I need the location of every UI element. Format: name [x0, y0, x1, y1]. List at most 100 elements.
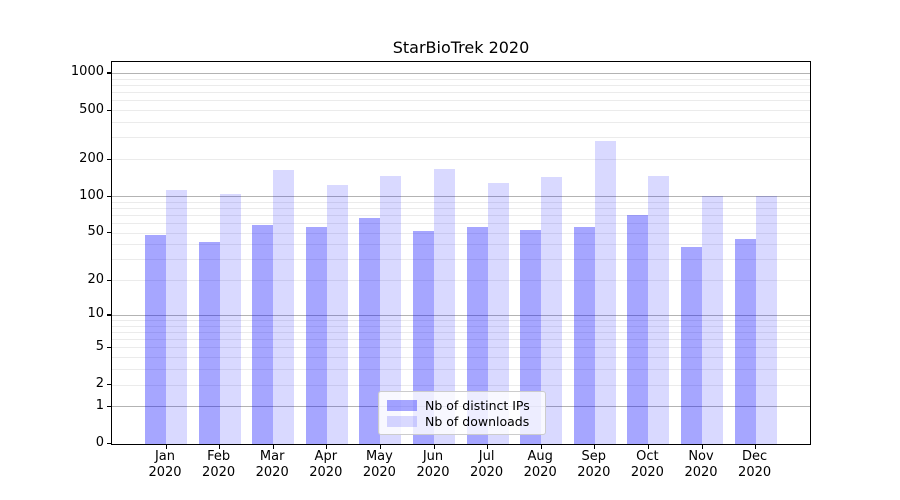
gridline-minor — [112, 339, 810, 341]
x-tick-label-jul: Jul 2020 — [447, 449, 527, 480]
x-tick-mark — [379, 444, 382, 449]
bar-nb-of-downloads-feb — [219, 194, 241, 444]
x-tick-year: 2020 — [202, 464, 236, 480]
y-tick-mark — [107, 405, 111, 407]
x-tick-label-may: May 2020 — [339, 449, 419, 480]
y-tick-label: 1000 — [70, 64, 104, 80]
y-tick-label: 0 — [95, 435, 104, 450]
y-tick-mark — [107, 443, 111, 445]
y-tick-label: 2 — [95, 376, 104, 392]
bar-nb-of-downloads-jan — [166, 189, 187, 444]
legend-item-distinct-ips: Nb of distinct IPs — [387, 397, 537, 413]
gridline-minor — [112, 320, 810, 321]
x-tick-mark — [326, 444, 328, 449]
x-tick-label-oct: Oct 2020 — [607, 449, 687, 480]
plot-area: Nb of distinct IPs Nb of downloads — [107, 61, 811, 449]
x-tick-label-sep: Sep 2020 — [554, 449, 634, 480]
y-tick-label: 20 — [87, 271, 104, 287]
x-tick-label-aug: Aug 2020 — [500, 449, 580, 480]
y-tick-mark — [107, 109, 111, 111]
x-tick-label-apr: Apr 2020 — [286, 449, 366, 480]
x-tick-mark — [219, 444, 221, 449]
gridline-minor — [112, 223, 810, 224]
x-tick-year: 2020 — [630, 464, 664, 480]
x-tick-year: 2020 — [684, 464, 718, 480]
bar-nb-of-distinct-ips-dec — [734, 239, 756, 444]
bar-nb-of-downloads-dec — [755, 196, 777, 444]
y-tick-mark — [107, 384, 111, 386]
x-tick-mark — [272, 444, 274, 449]
x-tick-mark — [540, 444, 542, 449]
bar-nb-of-distinct-ips-nov — [681, 247, 702, 444]
x-tick-mark — [755, 444, 757, 449]
y-tick-label: 200 — [79, 150, 104, 166]
y-tick-mark — [107, 279, 111, 281]
x-tick-month: Mar — [259, 449, 285, 464]
x-tick-year: 2020 — [416, 464, 450, 480]
gridline-minor — [112, 332, 810, 333]
gridline-minor — [112, 384, 810, 386]
x-tick-month: Dec — [742, 449, 768, 464]
x-tick-mark — [165, 444, 167, 449]
x-tick-label-feb: Feb 2020 — [179, 449, 259, 480]
x-tick-month: Feb — [207, 449, 231, 464]
bar-nb-of-distinct-ips-apr — [305, 226, 327, 444]
bar-nb-of-distinct-ips-feb — [198, 241, 220, 444]
x-tick-year: 2020 — [255, 464, 289, 480]
gridline-minor — [112, 137, 810, 139]
gridline-major — [112, 196, 810, 197]
bar-nb-of-distinct-ips-sep — [573, 226, 595, 444]
y-tick-mark — [107, 72, 111, 74]
x-tick-label-jun: Jun 2020 — [393, 449, 473, 480]
x-tick-mark — [647, 444, 650, 449]
bar-nb-of-downloads-mar — [273, 170, 295, 444]
x-tick-label-jan: Jan 2020 — [125, 449, 205, 480]
y-tick-mark — [107, 346, 111, 349]
y-tick-mark — [107, 232, 111, 234]
gridline-minor — [112, 369, 810, 371]
x-tick-month: Nov — [688, 449, 714, 464]
gridline-minor — [112, 122, 810, 123]
gridline-minor — [112, 244, 810, 246]
legend-swatch-distinct-ips — [387, 399, 417, 411]
x-tick-year: 2020 — [577, 464, 611, 480]
gridline-major — [112, 314, 810, 316]
bar-nb-of-distinct-ips-may — [359, 218, 381, 444]
bar-nb-of-downloads-apr — [326, 184, 348, 444]
gridline-minor — [112, 110, 810, 112]
x-tick-year: 2020 — [148, 464, 182, 480]
x-tick-year: 2020 — [738, 464, 772, 480]
legend-item-downloads: Nb of downloads — [387, 413, 537, 429]
y-tick-mark — [107, 158, 111, 160]
legend: Nb of distinct IPs Nb of downloads — [378, 391, 546, 435]
x-tick-year: 2020 — [309, 464, 343, 480]
bar-nb-of-distinct-ips-mar — [252, 224, 274, 444]
y-tick-label: 5 — [95, 338, 104, 354]
gridline-minor — [112, 201, 810, 203]
bar-nb-of-distinct-ips-oct — [627, 214, 649, 444]
y-tick-mark — [107, 195, 111, 197]
gridline-minor — [112, 78, 810, 80]
gridline-minor — [112, 347, 810, 349]
bar-nb-of-downloads-jul — [487, 183, 509, 444]
x-tick-year: 2020 — [523, 464, 557, 480]
x-tick-label-dec: Dec 2020 — [715, 449, 795, 480]
chart-title: StarBioTrek 2020 — [392, 38, 530, 57]
gridline-minor — [112, 232, 810, 234]
x-tick-month: Apr — [314, 449, 338, 464]
x-tick-year: 2020 — [470, 464, 504, 480]
gridline-minor — [112, 159, 810, 161]
legend-label-downloads: Nb of downloads — [425, 413, 530, 429]
gridline-major — [112, 72, 810, 74]
bar-nb-of-distinct-ips-aug — [520, 229, 542, 444]
x-tick-year: 2020 — [362, 464, 396, 480]
x-tick-month: Aug — [527, 449, 553, 464]
x-tick-mark — [433, 444, 435, 449]
bar-nb-of-downloads-jun — [434, 169, 455, 444]
bar-nb-of-downloads-oct — [648, 175, 670, 444]
bar-nb-of-distinct-ips-jan — [145, 234, 166, 444]
x-tick-mark — [701, 444, 703, 449]
x-tick-mark — [487, 444, 489, 449]
gridline-minor — [112, 259, 810, 261]
